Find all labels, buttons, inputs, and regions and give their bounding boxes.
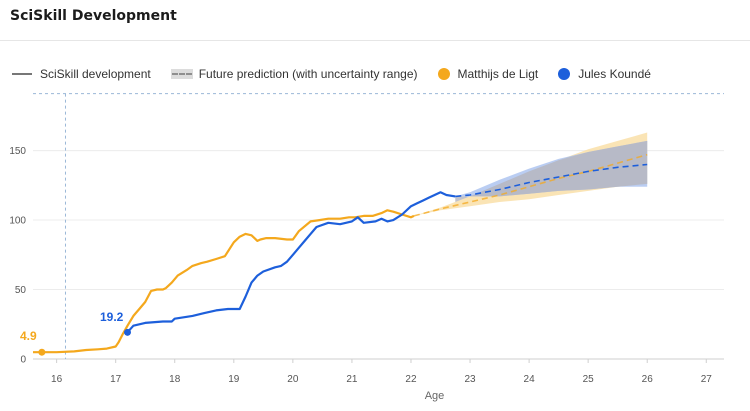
- x-axis-title: Age: [425, 390, 445, 402]
- x-tick-label: 18: [169, 374, 181, 385]
- legend-label-player1: Matthijs de Ligt: [457, 67, 539, 81]
- start-label-player2: 19.2: [100, 310, 124, 324]
- start-label-player1: 4.9: [20, 329, 37, 343]
- y-tick-label: 0: [20, 355, 26, 366]
- player1-dot-icon: [437, 68, 450, 80]
- y-tick-label: 100: [9, 216, 26, 227]
- legend-line-icon: [12, 73, 32, 75]
- legend-item-player1[interactable]: Matthijs de Ligt: [437, 67, 539, 81]
- x-tick-label: 25: [583, 374, 595, 385]
- x-tick-label: 26: [642, 374, 654, 385]
- x-tick-label: 23: [464, 374, 476, 385]
- prediction-line-player2: [455, 163, 648, 198]
- x-tick-label: 21: [346, 374, 358, 385]
- legend-item-player2[interactable]: Jules Koundé: [558, 67, 651, 81]
- x-tick-label: 16: [51, 374, 63, 385]
- y-tick-label: 50: [15, 285, 27, 296]
- y-tick-label: 150: [9, 146, 26, 157]
- legend-label-prediction: Future prediction (with uncertainty rang…: [198, 67, 418, 81]
- prediction-band-overlap: [455, 140, 648, 202]
- x-tick-label: 24: [524, 374, 536, 385]
- player2-dot-icon: [558, 68, 571, 80]
- series-line-player2: [126, 191, 456, 334]
- prediction-line-player1: [413, 153, 648, 217]
- start-point-player2: [123, 328, 131, 336]
- legend-dashed-band-icon: [170, 69, 193, 79]
- legend-label-player2: Jules Koundé: [578, 67, 651, 81]
- page-title: SciSkill Development: [10, 8, 177, 24]
- legend-label-development: SciSkill development: [40, 67, 151, 81]
- x-tick-label: 22: [405, 374, 417, 385]
- chart-legend: SciSkill development Future prediction (…: [12, 64, 671, 84]
- legend-item-development[interactable]: SciSkill development: [12, 67, 151, 81]
- x-tick-label: 17: [110, 374, 122, 385]
- series-line-player1: [33, 209, 415, 354]
- legend-item-prediction[interactable]: Future prediction (with uncertainty rang…: [170, 67, 418, 81]
- x-tick-label: 20: [287, 374, 299, 385]
- x-tick-label: 27: [701, 374, 713, 385]
- start-point-player1: [38, 348, 46, 356]
- title-divider: [0, 40, 750, 41]
- x-tick-label: 19: [228, 374, 240, 385]
